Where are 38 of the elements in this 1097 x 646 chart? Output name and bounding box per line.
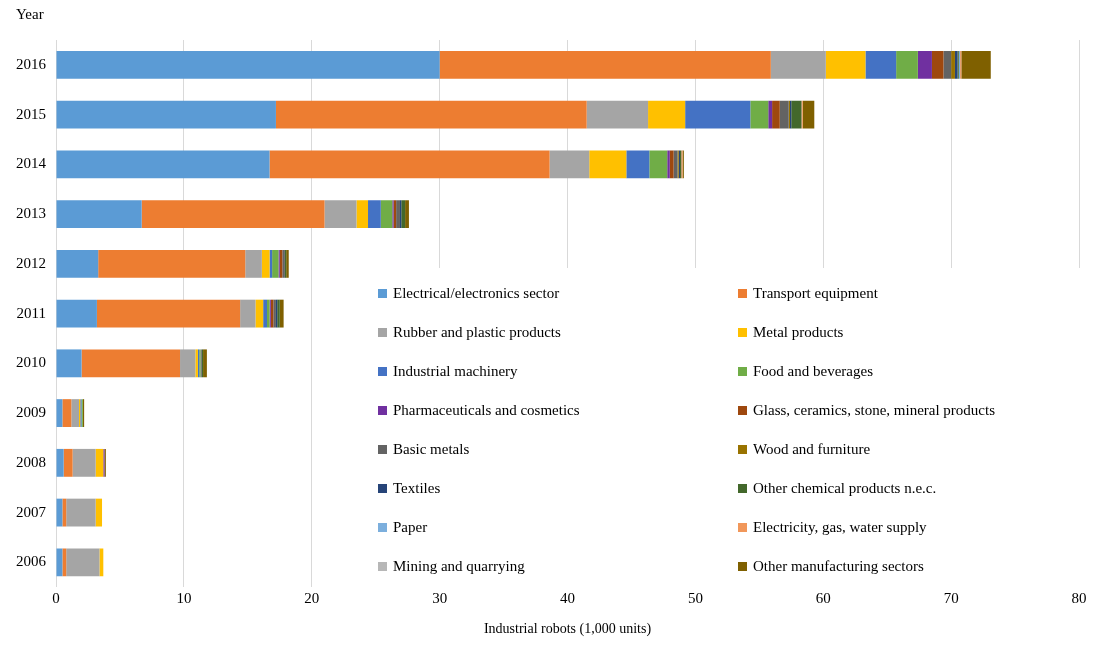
y-tick-label: 2015 <box>16 105 46 122</box>
legend-label: Industrial machinery <box>393 363 518 380</box>
legend-label: Electrical/electronics sector <box>393 285 560 302</box>
x-tick-label: 20 <box>304 590 320 607</box>
x-axis-title: Industrial robots (1,000 units) <box>483 621 652 638</box>
y-axis-title: Year <box>16 6 44 23</box>
legend-label: Transport equipment <box>753 285 878 302</box>
y-tick-label: 2008 <box>16 453 46 470</box>
legend-label: Food and beverages <box>753 363 873 380</box>
x-tick-label: 70 <box>943 590 959 607</box>
legend-label: Other manufacturing sectors <box>753 558 924 575</box>
y-tick-label: 2012 <box>16 254 46 271</box>
y-tick-label: 2014 <box>16 155 47 172</box>
y-tick-label: 2013 <box>16 205 46 222</box>
y-tick-label: 2011 <box>16 304 46 321</box>
legend-label: Metal products <box>753 324 844 341</box>
x-tick-label: 50 <box>687 590 703 607</box>
x-tick-label: 80 <box>1071 590 1087 607</box>
legend-label: Electricity, gas, water supply <box>753 519 927 536</box>
legend-label: Paper <box>393 519 428 536</box>
legend-label: Textiles <box>393 480 441 497</box>
legend-label: Basic metals <box>393 441 470 458</box>
x-tick-label: 60 <box>815 590 831 607</box>
x-tick-label: 40 <box>560 590 575 607</box>
y-tick-label: 2010 <box>16 354 46 371</box>
x-tick-label: 10 <box>176 590 192 607</box>
legend-label: Wood and furniture <box>753 441 871 458</box>
y-tick-label: 2009 <box>16 404 46 421</box>
legend-label: Other chemical products n.e.c. <box>753 480 937 497</box>
x-tick-label: 0 <box>52 590 60 607</box>
y-tick-label: 2016 <box>16 55 47 72</box>
y-tick-label: 2007 <box>16 503 47 520</box>
legend-label: Mining and quarrying <box>393 558 525 575</box>
y-tick-label: 2006 <box>16 553 47 570</box>
legend-label: Pharmaceuticals and cosmetics <box>393 402 580 419</box>
legend-label: Rubber and plastic products <box>393 324 561 341</box>
legend-label: Glass, ceramics, stone, mineral products <box>753 402 996 419</box>
x-tick-label: 30 <box>432 590 448 607</box>
